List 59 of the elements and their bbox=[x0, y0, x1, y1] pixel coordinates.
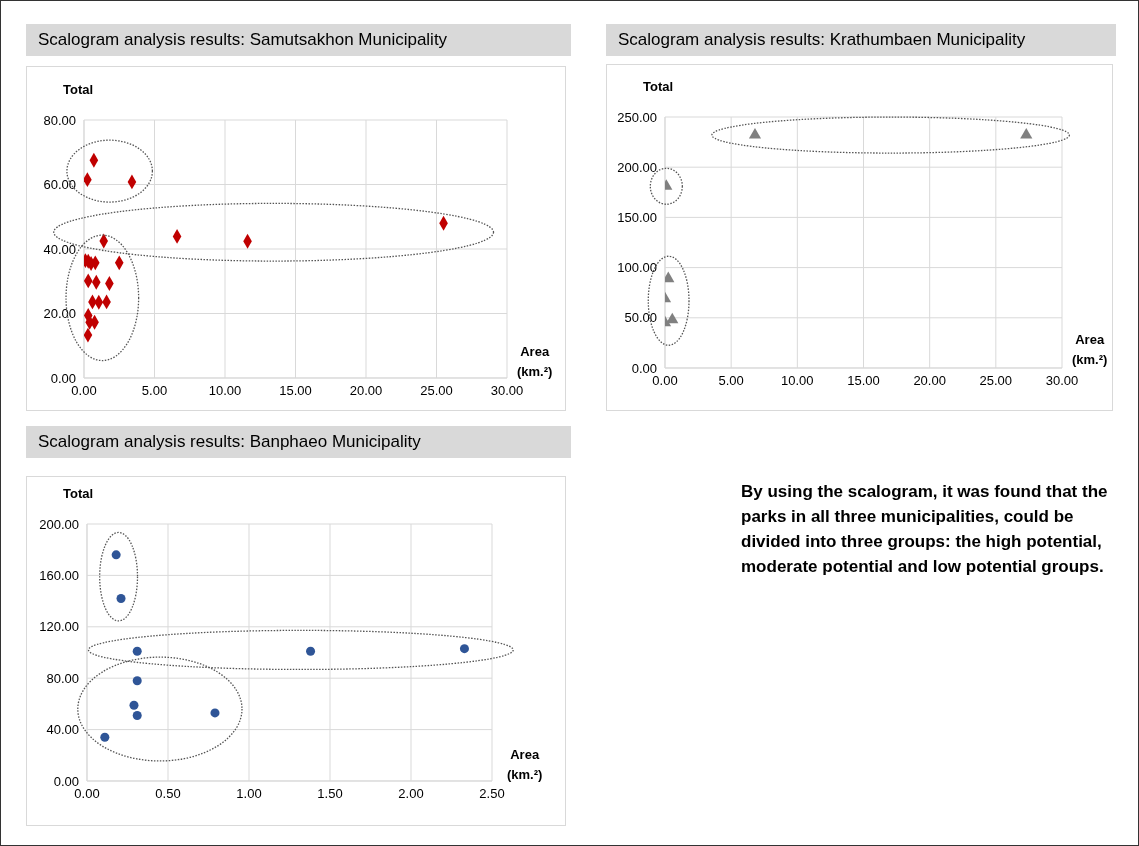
x-tick-label: 15.00 bbox=[279, 383, 312, 399]
x-tick-label: 0.00 bbox=[71, 383, 97, 399]
point bbox=[306, 646, 316, 656]
y-axis-title: Total bbox=[63, 486, 94, 501]
x-tick-label: 10.00 bbox=[781, 373, 814, 389]
x-axis-title: Area (km.²) bbox=[507, 746, 543, 784]
x-tick-label: 1.50 bbox=[317, 786, 343, 802]
y-tick-label: 50.00 bbox=[624, 310, 657, 326]
x-tick-label: 0.00 bbox=[652, 373, 678, 389]
x-tick-label: 0.00 bbox=[74, 786, 100, 802]
y-tick-label: 40.00 bbox=[43, 241, 76, 257]
point bbox=[132, 676, 142, 686]
x-tick-label: 1.00 bbox=[236, 786, 262, 802]
point bbox=[116, 594, 126, 604]
x-axis-title: Area (km.²) bbox=[517, 343, 553, 381]
point bbox=[1020, 128, 1033, 139]
point bbox=[100, 732, 110, 742]
x-tick-label: 15.00 bbox=[847, 373, 880, 389]
x-tick-label: 2.00 bbox=[398, 786, 424, 802]
y-tick-label: 100.00 bbox=[617, 260, 657, 276]
point bbox=[111, 550, 121, 560]
y-tick-label: 160.00 bbox=[39, 568, 79, 584]
point bbox=[129, 700, 139, 710]
x-axis-title: Area (km.²) bbox=[1072, 331, 1108, 369]
y-tick-label: 120.00 bbox=[39, 619, 79, 635]
point bbox=[459, 644, 469, 654]
chart-title: Scalogram analysis results: Samutsakhon Municipality bbox=[26, 24, 571, 56]
point bbox=[210, 708, 220, 718]
y-tick-label: 200.00 bbox=[39, 516, 79, 532]
chart-title: Scalogram analysis results: Banphaeo Municipality bbox=[26, 426, 571, 458]
x-tick-label: 5.00 bbox=[141, 383, 168, 399]
y-tick-label: 250.00 bbox=[617, 109, 657, 125]
y-tick-label: 20.00 bbox=[43, 306, 76, 322]
y-tick-label: 200.00 bbox=[617, 159, 657, 175]
x-tick-label: 5.00 bbox=[718, 373, 744, 389]
x-tick-label: 30.00 bbox=[490, 383, 524, 399]
text: By using the scalogram, it was found that the parks in all three municipalities, could be divided into three groups: the high potential, moderate potential and low potential groups. bbox=[741, 481, 1109, 578]
x-tick-label: 25.00 bbox=[420, 383, 453, 399]
x-tick-label: 0.50 bbox=[155, 786, 181, 802]
x-tick-label: 20.00 bbox=[913, 373, 946, 389]
x-tick-label: 25.00 bbox=[979, 373, 1013, 389]
x-tick-label: 10.00 bbox=[208, 383, 242, 399]
y-axis-title: Total bbox=[63, 82, 94, 97]
y-tick-label: 40.00 bbox=[46, 722, 79, 738]
point bbox=[132, 710, 142, 720]
y-tick-label: 0.00 bbox=[631, 360, 657, 376]
x-tick-label: 30.00 bbox=[1045, 373, 1079, 389]
x-tick-label: 20.00 bbox=[349, 383, 383, 399]
y-tick-label: 150.00 bbox=[617, 210, 657, 226]
point bbox=[665, 271, 675, 283]
y-tick-label: 60.00 bbox=[43, 177, 76, 193]
point bbox=[748, 128, 762, 139]
chart-title: Scalogram analysis results: Krathumbaen Municipality bbox=[606, 24, 1116, 56]
y-tick-label: 0.00 bbox=[53, 773, 79, 789]
y-axis-title: Total bbox=[643, 79, 674, 94]
point bbox=[132, 646, 142, 656]
x-tick-label: 2.50 bbox=[479, 786, 505, 802]
y-tick-label: 80.00 bbox=[43, 112, 76, 128]
y-tick-label: 80.00 bbox=[46, 670, 79, 686]
